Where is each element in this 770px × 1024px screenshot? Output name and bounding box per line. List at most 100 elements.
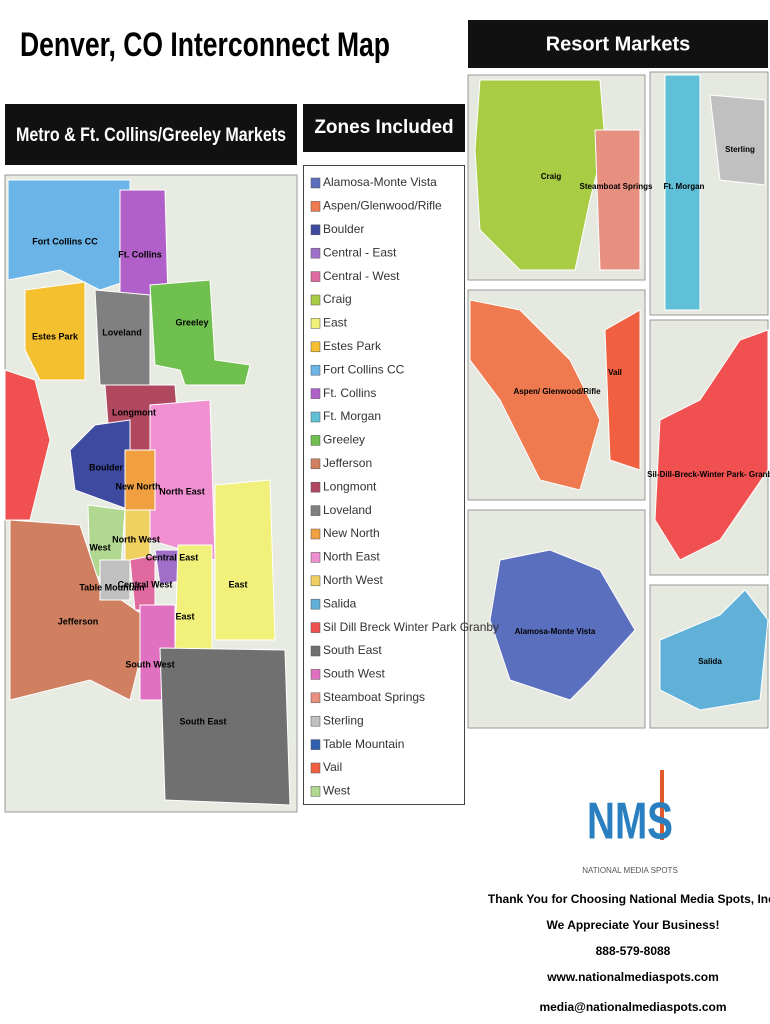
- map-label: Ft. Collins: [118, 249, 162, 259]
- legend-label: Greeley: [323, 433, 365, 447]
- legend-label: Jefferson: [323, 456, 372, 470]
- legend-label: Longmont: [323, 479, 377, 493]
- resort-header: Resort Markets: [546, 33, 691, 55]
- legend-swatch: [310, 622, 321, 633]
- legend-label: East: [323, 316, 348, 330]
- resort-label: Vail: [608, 368, 622, 377]
- map-label: East: [228, 579, 247, 589]
- map-region: [664, 74, 701, 311]
- resort-label: Aspen/ Glenwood/Rifle: [513, 387, 601, 396]
- map-region: [119, 189, 169, 301]
- zone-list-box: [303, 165, 465, 805]
- legend-swatch: [310, 786, 321, 797]
- map-region: [659, 589, 769, 711]
- map-region: [7, 179, 131, 291]
- legend-swatch: [310, 177, 321, 189]
- legend-label: South East: [323, 643, 382, 657]
- logo-subtitle: NATIONAL MEDIA SPOTS: [582, 866, 678, 875]
- resort-label: Sterling: [725, 145, 755, 154]
- legend-swatch: [310, 388, 321, 399]
- legend-swatch: [310, 224, 321, 236]
- map-label: Fort Collins CC: [32, 236, 98, 246]
- legend-swatch: [310, 201, 321, 212]
- map-region: [474, 79, 606, 271]
- map-label: West: [89, 542, 110, 552]
- map-label: East: [175, 611, 194, 621]
- legend-swatch: [310, 435, 321, 446]
- legend-label: Loveland: [323, 503, 372, 517]
- footer-line: 888-579-8088: [596, 944, 671, 958]
- legend-label: Sterling: [323, 713, 364, 727]
- legend-swatch: [310, 715, 321, 727]
- legend-swatch: [310, 528, 321, 540]
- map-label: Longmont: [112, 407, 156, 417]
- map-region: [604, 309, 641, 471]
- footer-line: We Appreciate Your Business!: [547, 918, 720, 932]
- legend-swatch: [310, 645, 321, 657]
- legend-swatch: [310, 247, 321, 259]
- legend-swatch: [310, 692, 321, 704]
- legend-label: Fort Collins CC: [323, 362, 405, 376]
- legend-label: Craig: [323, 292, 352, 306]
- logo-text: NMS: [587, 793, 673, 851]
- map-label: New North: [116, 481, 161, 491]
- legend-label: Boulder: [323, 222, 364, 236]
- legend-label: Vail: [323, 760, 342, 774]
- map-label: North East: [159, 486, 205, 496]
- legend-label: Ft. Collins: [323, 386, 376, 400]
- legend-swatch: [310, 739, 321, 750]
- resort-label: Sil-Dill-Breck-Winter Park- Granby: [647, 470, 770, 479]
- legend-swatch: [310, 271, 321, 282]
- map-label: North West: [112, 534, 160, 544]
- header-box: [303, 104, 465, 152]
- legend-label: North East: [323, 550, 380, 564]
- map-region: [99, 559, 131, 601]
- legend-swatch: [310, 364, 321, 376]
- legend-swatch: [310, 552, 321, 563]
- legend-label: New North: [323, 526, 380, 540]
- legend-swatch: [310, 575, 321, 587]
- legend-label: Sil Dill Breck Winter Park Granby: [323, 620, 499, 634]
- legend-swatch: [310, 294, 321, 306]
- resort-label: Craig: [541, 172, 562, 181]
- map-region: [124, 449, 156, 511]
- footer-line: Thank You for Choosing National Media Sp…: [488, 892, 770, 906]
- legend-swatch: [310, 669, 321, 680]
- resort-label: Salida: [698, 657, 722, 666]
- legend-swatch: [310, 318, 321, 329]
- resort-label: Ft. Morgan: [664, 182, 705, 191]
- map-region: [469, 299, 601, 491]
- map-region: [214, 479, 276, 641]
- map-region: [709, 94, 766, 186]
- map-label: South East: [179, 716, 226, 726]
- metro-header: Metro & Ft. Collins/Greeley Markets: [16, 125, 286, 146]
- legend-label: Estes Park: [323, 339, 382, 353]
- map-label: South West: [125, 659, 174, 669]
- resort-label: Alamosa-Monte Vista: [515, 627, 596, 636]
- map-label: Jefferson: [58, 616, 99, 626]
- legend-label: Steamboat Springs: [323, 690, 425, 704]
- legend-label: North West: [323, 573, 383, 587]
- header-box: [468, 20, 768, 68]
- legend-label: West: [323, 784, 351, 798]
- map-region: [94, 289, 151, 386]
- map-region: [149, 279, 251, 386]
- header-box: [5, 104, 297, 165]
- legend-label: Alamosa-Monte Vista: [323, 175, 437, 189]
- legend-swatch: [310, 341, 321, 353]
- footer-line: media@nationalmediaspots.com: [539, 1000, 726, 1014]
- map-region: [654, 329, 769, 561]
- map-label: Table Mountain: [79, 582, 144, 592]
- map-region: [594, 129, 641, 271]
- page-title: Denver, CO Interconnect Map: [20, 26, 390, 64]
- legend-swatch: [310, 762, 321, 774]
- map-region: [159, 647, 291, 806]
- legend-label: South West: [323, 667, 385, 681]
- map-region: [69, 419, 131, 511]
- map-region: [24, 281, 86, 381]
- map-label: Central East: [146, 552, 199, 562]
- map-region: [489, 549, 636, 701]
- map-label: Loveland: [102, 327, 142, 337]
- legend-label: Ft. Morgan: [323, 409, 381, 423]
